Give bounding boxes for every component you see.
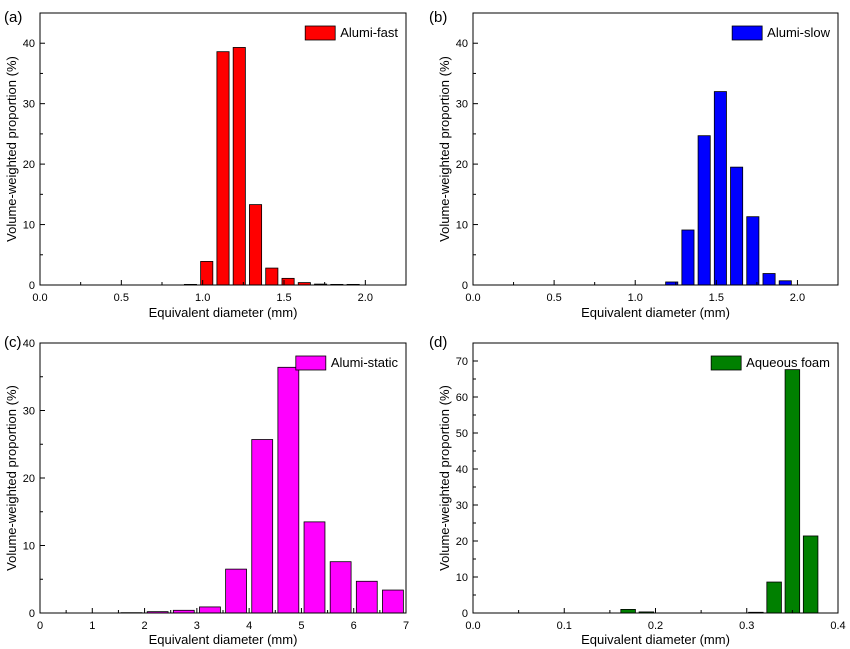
bar (802, 535, 819, 614)
y-tick-label: 20 (23, 473, 35, 485)
x-tick-label: 0.4 (830, 620, 845, 632)
y-tick-label: 0 (29, 608, 35, 620)
y-tick-label: 10 (456, 220, 468, 232)
x-axis-label: Equivalent diameter (mm) (581, 632, 730, 647)
x-axis-label: Equivalent diameter (mm) (149, 632, 298, 647)
legend-label: Alumi-fast (340, 25, 398, 40)
x-tick-label: 1.0 (195, 292, 210, 304)
legend-swatch (710, 355, 742, 371)
bar (265, 267, 279, 286)
bar (249, 204, 263, 286)
bar (382, 589, 404, 614)
plot-frame (472, 12, 839, 286)
bar (303, 521, 326, 614)
bar (730, 166, 744, 286)
y-tick-label: 30 (456, 500, 468, 512)
bar (329, 561, 352, 614)
y-tick-label: 30 (23, 406, 35, 418)
x-tick-label: 6 (351, 620, 357, 632)
x-tick-label: 0.0 (465, 620, 480, 632)
y-axis-label: Volume-weighted proportion (%) (4, 56, 19, 242)
bar (681, 229, 695, 286)
x-tick-label: 2 (142, 620, 148, 632)
bar (199, 606, 221, 614)
x-tick-label: 3 (194, 620, 200, 632)
y-axis-label: Volume-weighted proportion (%) (437, 56, 452, 242)
x-tick-label: 1.0 (628, 292, 643, 304)
bar (620, 609, 636, 614)
y-tick-label: 0 (462, 280, 468, 292)
bar (713, 91, 727, 286)
panel-label: (c) (4, 334, 22, 351)
y-tick-label: 10 (23, 220, 35, 232)
bar (251, 439, 274, 614)
legend-swatch (304, 25, 336, 41)
legend-label: Aqueous foam (746, 355, 830, 370)
bar (216, 51, 230, 286)
legend-label: Alumi-static (331, 355, 399, 370)
x-tick-label: 4 (246, 620, 252, 632)
panel-label: (b) (429, 9, 447, 26)
y-axis-label: Volume-weighted proportion (%) (437, 385, 452, 571)
bar (277, 366, 300, 614)
x-tick-label: 2.0 (790, 292, 805, 304)
panel-label: (d) (429, 334, 447, 351)
x-tick-label: 0.0 (32, 292, 47, 304)
bar (784, 369, 801, 614)
x-tick-label: 0.3 (739, 620, 754, 632)
bar (355, 580, 378, 614)
legend-swatch (731, 25, 763, 41)
x-tick-label: 1 (89, 620, 95, 632)
x-tick-label: 0.5 (546, 292, 561, 304)
y-tick-label: 20 (456, 536, 468, 548)
y-tick-label: 40 (456, 38, 468, 50)
y-tick-label: 10 (456, 572, 468, 584)
x-axis-label: Equivalent diameter (mm) (149, 305, 298, 320)
x-tick-label: 0.2 (648, 620, 663, 632)
chart-panel: 0.0 0.1 0.2 0.3 0.4 0 10 20 30 40 50 60 70 Equivalent… (429, 334, 846, 647)
panel-label: (a) (4, 9, 22, 26)
y-tick-label: 0 (29, 280, 35, 292)
bar (778, 280, 792, 286)
x-tick-label: 2.0 (358, 292, 373, 304)
y-tick-label: 10 (23, 541, 35, 553)
bar (766, 581, 782, 614)
x-axis-label: Equivalent diameter (mm) (581, 305, 730, 320)
y-tick-label: 20 (456, 159, 468, 171)
bar (762, 273, 776, 286)
y-tick-label: 20 (23, 159, 35, 171)
bar (746, 216, 760, 286)
y-tick-label: 30 (456, 99, 468, 111)
x-tick-label: 0.1 (557, 620, 572, 632)
y-tick-label: 40 (23, 38, 35, 50)
bar (232, 47, 246, 286)
x-tick-label: 0.5 (114, 292, 129, 304)
x-tick-label: 1.5 (709, 292, 724, 304)
y-axis-label: Volume-weighted proportion (%) (4, 385, 19, 571)
y-tick-label: 30 (23, 99, 35, 111)
bar (697, 135, 711, 286)
y-tick-label: 60 (456, 392, 468, 404)
x-tick-label: 0.0 (465, 292, 480, 304)
legend-swatch (295, 355, 327, 371)
x-tick-label: 0 (37, 620, 43, 632)
y-tick-label: 0 (462, 608, 468, 620)
plot-frame (39, 12, 407, 286)
legend-label: Alumi-slow (767, 25, 830, 40)
chart-panel: 0.0 0.5 1.0 1.5 2.0 0 10 20 30 40 Equivalent diame… (4, 9, 407, 320)
bar (225, 568, 247, 614)
y-tick-label: 40 (456, 464, 468, 476)
x-tick-label: 5 (298, 620, 304, 632)
chart-panel: 0.0 0.5 1.0 1.5 2.0 0 10 20 30 40 Equivalent diame… (429, 9, 839, 320)
y-tick-label: 40 (23, 338, 35, 350)
y-tick-label: 70 (456, 356, 468, 368)
x-tick-label: 7 (403, 620, 409, 632)
y-tick-label: 50 (456, 428, 468, 440)
chart-panel: 0 1 2 3 4 5 6 7 0 10 20 30 40 Equivalent diameter (mm… (4, 334, 409, 647)
x-tick-label: 1.5 (276, 292, 291, 304)
